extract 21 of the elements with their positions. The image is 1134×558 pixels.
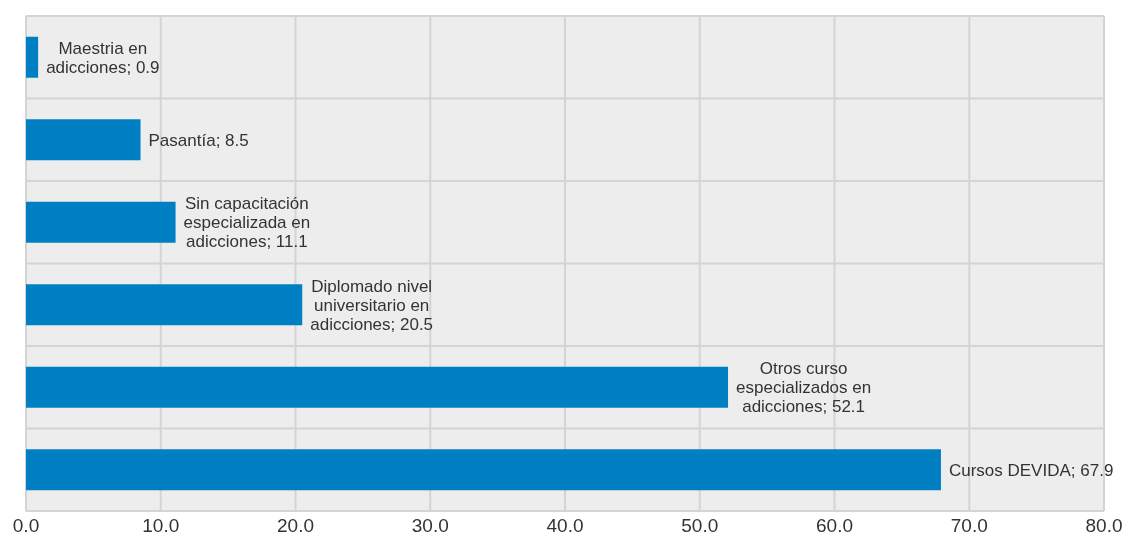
data-label: Maestria en adicciones; 0.9 xyxy=(46,38,160,77)
data-label: Sin capacitación especializada en adicciones; 11.1 xyxy=(183,193,311,251)
bar xyxy=(26,201,176,243)
x-tick-label: 30.0 xyxy=(411,515,449,537)
x-tick-label: 70.0 xyxy=(950,515,988,537)
x-tick-label: 40.0 xyxy=(546,515,584,537)
data-label: Cursos DEVIDA; 67.9 xyxy=(948,460,1114,480)
bar xyxy=(26,119,141,161)
x-tick-label: 50.0 xyxy=(681,515,719,537)
data-label: Diplomado nivel universitario en adicciones; 20.5 xyxy=(310,276,434,334)
bar xyxy=(26,449,941,491)
x-tick-label: 20.0 xyxy=(277,515,314,537)
bar xyxy=(26,284,303,326)
x-tick-label: 60.0 xyxy=(816,515,853,537)
data-label: Otros curso especializados en adicciones; 52.1 xyxy=(736,358,872,416)
x-tick-label: 10.0 xyxy=(142,515,180,537)
bar xyxy=(26,36,39,78)
x-tick-label: 0.0 xyxy=(12,515,40,537)
data-label: Pasantía; 8.5 xyxy=(148,130,249,150)
bar xyxy=(26,366,729,408)
x-tick-label: 80.0 xyxy=(1085,515,1123,537)
